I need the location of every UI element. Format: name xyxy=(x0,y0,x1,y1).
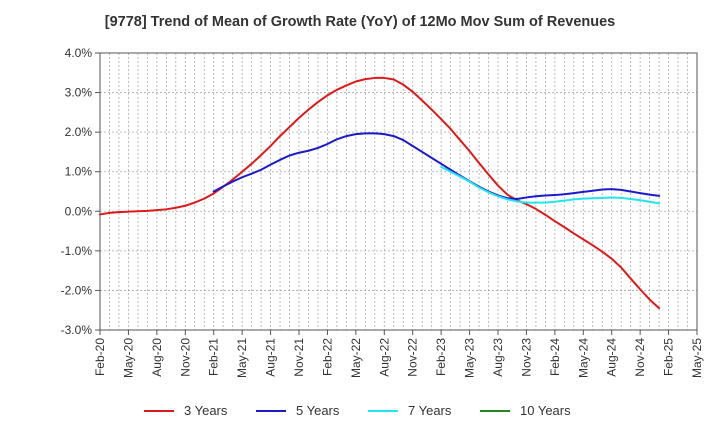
x-tick-label: Aug-20 xyxy=(150,338,164,377)
y-tick-label: -3.0% xyxy=(61,323,93,337)
series-line-5-years xyxy=(212,132,661,201)
x-tick-label: Feb-21 xyxy=(207,338,221,376)
y-tick-label: 0.0% xyxy=(65,204,93,218)
x-tick-label: May-24 xyxy=(576,338,590,378)
x-tick-label: Nov-22 xyxy=(406,338,420,377)
x-tick-label: May-25 xyxy=(690,338,704,378)
x-tick-label: May-23 xyxy=(463,338,477,378)
x-tick-label: Nov-23 xyxy=(519,338,533,377)
grid xyxy=(100,53,697,330)
x-tick-label: Aug-24 xyxy=(605,338,619,377)
chart-title: [9778] Trend of Mean of Growth Rate (YoY… xyxy=(104,14,616,30)
y-tick-label: 2.0% xyxy=(65,125,93,139)
x-tick-label: Nov-21 xyxy=(292,338,306,377)
legend-label-5-years: 5 Years xyxy=(296,403,340,418)
x-tick-label: Nov-24 xyxy=(633,338,647,377)
legend-label-10-years: 10 Years xyxy=(520,403,571,418)
x-tick-label: Feb-24 xyxy=(548,338,562,376)
y-tick-label: 4.0% xyxy=(65,46,93,60)
x-tick-label: Aug-23 xyxy=(491,338,505,377)
y-tick-label: 3.0% xyxy=(65,86,93,100)
series-line-3-years xyxy=(99,76,661,310)
x-tick-label: May-21 xyxy=(235,338,249,378)
x-tick-label: May-20 xyxy=(121,338,135,378)
legend-label-3-years: 3 Years xyxy=(184,403,228,418)
legend: 3 Years 5 Years 7 Years 10 Years xyxy=(144,403,571,418)
plot-frame xyxy=(99,52,698,331)
y-tick-label: -1.0% xyxy=(61,244,93,258)
x-tick-label: Aug-21 xyxy=(264,338,278,377)
x-tick-label: Aug-22 xyxy=(377,338,391,377)
y-tick-label: -2.0% xyxy=(61,283,93,297)
x-tick-label: Feb-20 xyxy=(93,338,107,376)
series-lines xyxy=(99,76,661,310)
x-tick-label: Nov-20 xyxy=(178,338,192,377)
axes: 4.0%3.0%2.0%1.0%0.0%-1.0%-2.0%-3.0%Feb-2… xyxy=(61,46,704,378)
legend-label-7-years: 7 Years xyxy=(408,403,452,418)
x-tick-label: May-22 xyxy=(349,338,363,378)
x-tick-label: Feb-23 xyxy=(434,338,448,376)
x-tick-label: Feb-22 xyxy=(320,338,334,376)
series-line-7-years xyxy=(440,165,661,205)
y-tick-label: 1.0% xyxy=(65,165,93,179)
x-tick-label: Feb-25 xyxy=(662,338,676,376)
